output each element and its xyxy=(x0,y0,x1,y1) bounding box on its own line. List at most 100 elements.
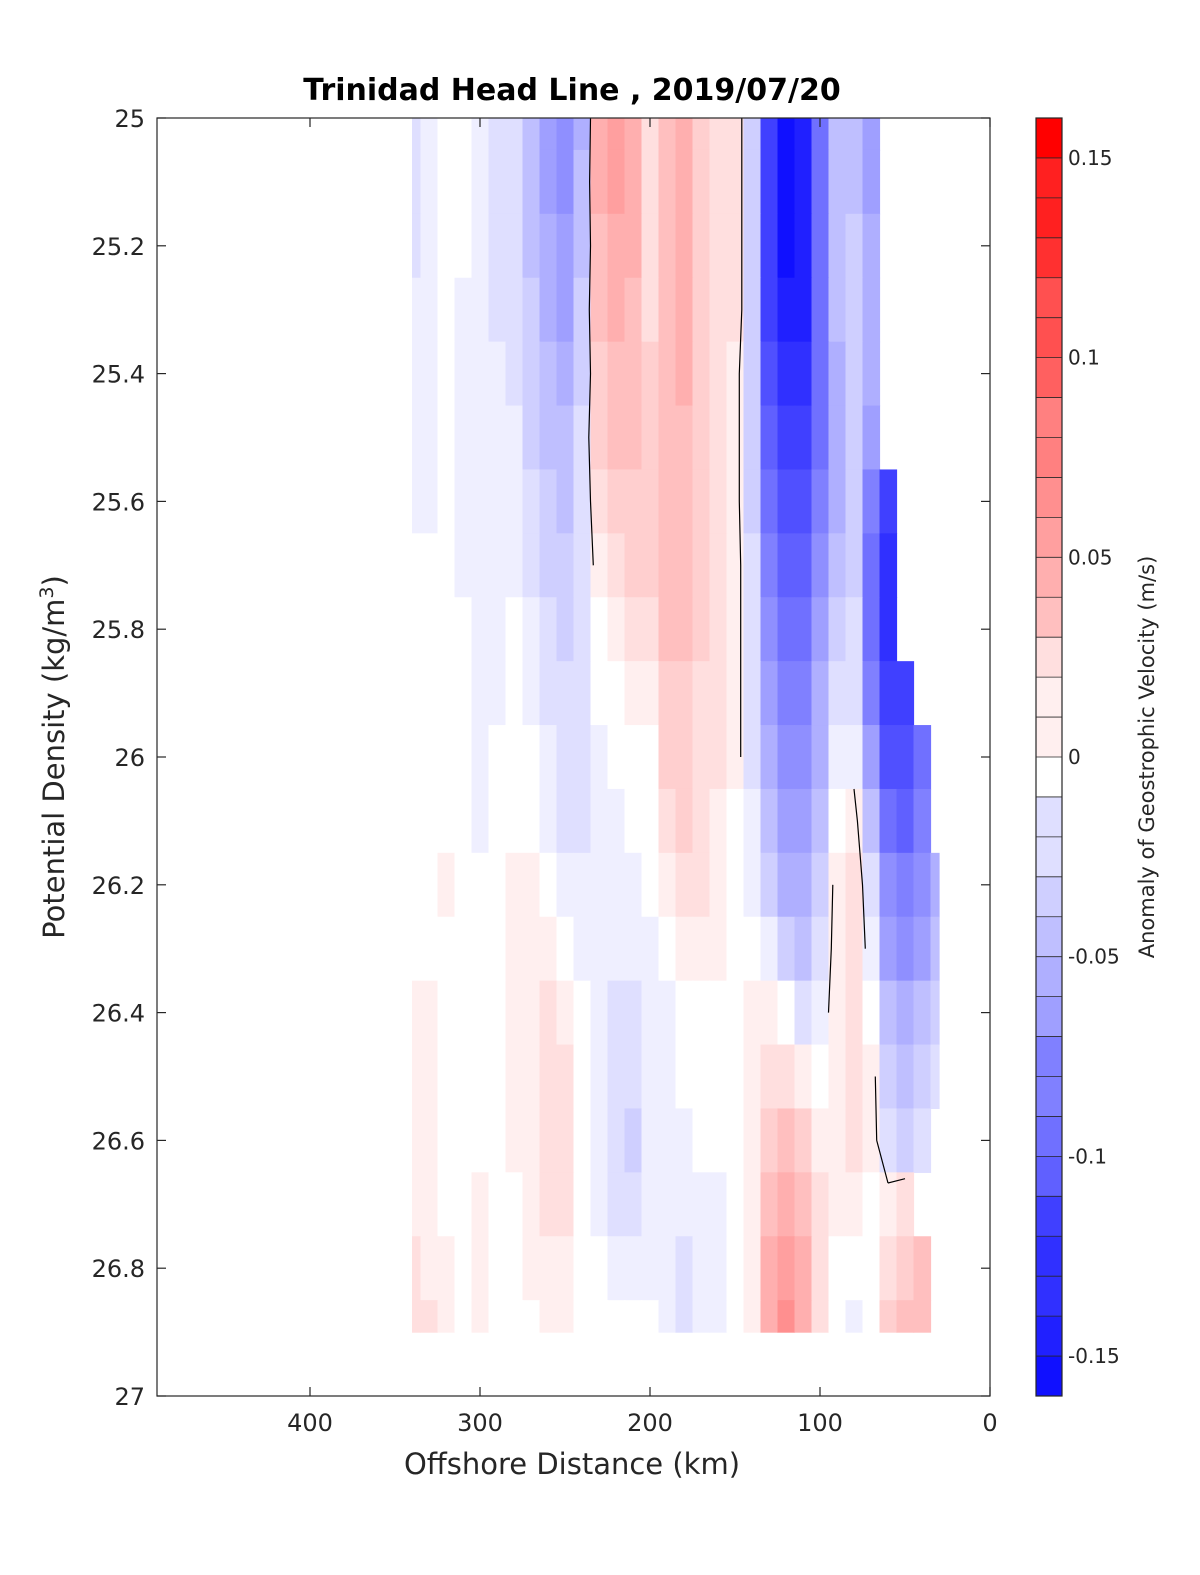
heatmap-cell xyxy=(454,213,473,279)
heatmap-cell xyxy=(726,405,745,471)
heatmap-cell xyxy=(862,661,881,726)
heatmap-cell xyxy=(879,597,898,662)
heatmap-cell xyxy=(607,852,626,918)
heatmap-cell xyxy=(828,533,847,598)
heatmap-cell xyxy=(454,1300,473,1333)
heatmap-cell xyxy=(709,149,728,215)
heatmap-cell xyxy=(777,1108,796,1173)
heatmap-cell xyxy=(692,916,711,982)
heatmap-cell xyxy=(828,852,847,918)
heatmap-cell xyxy=(794,980,813,1046)
heatmap-cell xyxy=(709,852,728,918)
heatmap-cell xyxy=(607,277,626,343)
heatmap-cell xyxy=(522,118,541,151)
heatmap-cell xyxy=(845,277,864,343)
heatmap-cell xyxy=(641,1236,660,1301)
heatmap-cell xyxy=(675,213,694,279)
heatmap-cell xyxy=(777,916,796,982)
heatmap-cell xyxy=(420,597,439,662)
heatmap-cell xyxy=(437,1044,456,1110)
heatmap-cell xyxy=(862,1172,881,1237)
heatmap-cell xyxy=(590,149,609,215)
colorbar-segment xyxy=(1036,796,1062,838)
heatmap-cell xyxy=(726,597,745,662)
heatmap-cell xyxy=(760,1044,779,1110)
heatmap-cell xyxy=(675,341,694,407)
heatmap-cell xyxy=(420,1236,439,1301)
heatmap-cell xyxy=(505,725,524,790)
heatmap-cell xyxy=(726,1300,745,1333)
heatmap-cell xyxy=(658,213,677,279)
heatmap-cell xyxy=(862,980,881,1046)
heatmap-cell xyxy=(412,725,422,790)
heatmap-cell xyxy=(692,980,711,1046)
heatmap-cell xyxy=(573,597,592,662)
heatmap-cell xyxy=(845,980,864,1046)
heatmap-cell xyxy=(675,788,694,854)
colorbar-segment xyxy=(1036,317,1062,359)
heatmap-cell xyxy=(760,980,779,1046)
heatmap-cell xyxy=(709,1236,728,1301)
heatmap-cell xyxy=(556,533,575,598)
heatmap-cell xyxy=(573,852,592,918)
colorbar-tick-label: 0.15 xyxy=(1068,146,1113,170)
heatmap-cell xyxy=(573,1044,592,1110)
heatmap-cell xyxy=(420,1108,439,1173)
heatmap-cell xyxy=(760,149,779,215)
heatmap-cell xyxy=(896,661,915,726)
heatmap-cell xyxy=(624,725,643,790)
heatmap-cell xyxy=(777,852,796,918)
heatmap-cell xyxy=(471,341,490,407)
heatmap-cell xyxy=(794,725,813,790)
heatmap-cell xyxy=(454,980,473,1046)
heatmap-cell xyxy=(658,916,677,982)
heatmap-cell xyxy=(454,852,473,918)
heatmap-cell xyxy=(488,405,507,471)
heatmap-cell xyxy=(412,916,422,982)
heatmap-cell xyxy=(845,1300,864,1333)
heatmap-cell xyxy=(743,725,762,790)
y-tick-label: 25.6 xyxy=(92,488,145,516)
heatmap-cell xyxy=(709,1172,728,1237)
heatmap-cell xyxy=(794,852,813,918)
heatmap-cell xyxy=(624,788,643,854)
heatmap-cell xyxy=(913,1108,932,1173)
heatmap-cell xyxy=(471,980,490,1046)
heatmap-cell xyxy=(743,916,762,982)
colorbar-segment xyxy=(1036,557,1062,598)
heatmap-cell xyxy=(505,341,524,407)
heatmap-cell xyxy=(828,149,847,215)
colorbar-frame xyxy=(1035,117,1063,1397)
heatmap-cell xyxy=(454,277,473,343)
heatmap-cell xyxy=(505,1236,524,1301)
heatmap-cell xyxy=(471,788,490,854)
heatmap-cell xyxy=(896,1300,915,1333)
heatmap-cell xyxy=(692,341,711,407)
heatmap-cell xyxy=(641,1108,660,1173)
colorbar-segment xyxy=(1036,1356,1062,1397)
heatmap-cell xyxy=(709,277,728,343)
heatmap-cell xyxy=(777,788,796,854)
heatmap-cell xyxy=(760,213,779,279)
colorbar-segment xyxy=(1036,197,1062,239)
heatmap-cell xyxy=(896,725,915,790)
colorbar-tick-label: -0.05 xyxy=(1068,945,1120,969)
heatmap-cell xyxy=(777,469,796,534)
heatmap-cell xyxy=(641,1172,660,1237)
heatmap-cell xyxy=(624,1236,643,1301)
colorbar-segment xyxy=(1036,1276,1062,1317)
heatmap-cell xyxy=(777,1172,796,1237)
heatmap-cell xyxy=(412,277,422,343)
heatmap-cell xyxy=(828,118,847,151)
colorbar-segment xyxy=(1036,996,1062,1037)
heatmap-cell xyxy=(743,852,762,918)
heatmap-cell xyxy=(590,118,609,151)
heatmap-cell xyxy=(437,1108,456,1173)
heatmap-cell xyxy=(675,533,694,598)
colorbar-segment xyxy=(1036,517,1062,558)
heatmap-cell xyxy=(658,661,677,726)
heatmap-cell xyxy=(726,118,745,151)
colorbar-segment xyxy=(1036,1156,1062,1197)
heatmap-cell xyxy=(412,469,422,534)
